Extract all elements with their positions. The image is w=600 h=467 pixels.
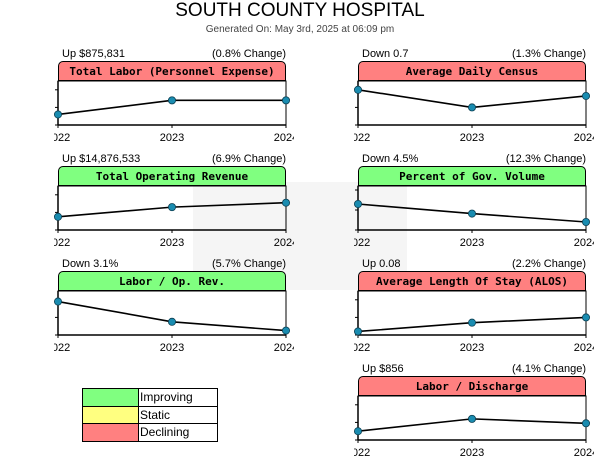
legend-swatch — [83, 407, 139, 424]
plot-frame — [358, 81, 586, 125]
x-tick-label: 2024 — [574, 132, 594, 144]
data-point — [582, 420, 589, 427]
line-chart: 525456202220232024 — [354, 47, 594, 152]
legend-item-static: Static — [83, 406, 217, 423]
line-chart: 30.0%35.0%40.0%202220232024 — [354, 152, 594, 257]
legend-item-improving: Improving — [83, 389, 217, 406]
data-point — [168, 97, 175, 104]
data-point — [468, 319, 475, 326]
chart-panel-alos: Up 0.08 (2.2% Change) Average Length Of … — [354, 257, 594, 362]
line-chart: 50.0%52.0%54.0%202220232024 — [54, 257, 294, 362]
x-tick-label: 2024 — [574, 237, 594, 249]
data-point — [468, 415, 475, 422]
x-tick-label: 2022 — [54, 132, 70, 144]
legend-swatch — [83, 424, 139, 441]
line-chart: $200M$220M$240M202220232024 — [54, 152, 294, 257]
data-point — [282, 199, 289, 206]
x-tick-label: 2024 — [574, 342, 594, 354]
chart-panel-percent-gov-volume: Down 4.5% (12.3% Change) Percent of Gov.… — [354, 152, 594, 257]
legend-swatch — [83, 389, 139, 406]
report-title: SOUTH COUNTY HOSPITAL — [0, 0, 600, 22]
data-point — [582, 314, 589, 321]
legend: Improving Static Declining — [82, 388, 218, 442]
generated-timestamp: Generated On: May 3rd, 2025 at 06:09 pm — [0, 24, 600, 36]
line-chart: $20k$22k$24k202220232024 — [354, 362, 594, 467]
data-point — [282, 327, 289, 334]
x-tick-label: 2022 — [354, 237, 370, 249]
data-point — [168, 204, 175, 211]
chart-panel-average-daily-census: Down 0.7 (1.3% Change) Average Daily Cen… — [354, 47, 594, 152]
x-tick-label: 2024 — [274, 237, 294, 249]
legend-item-declining: Declining — [83, 423, 217, 440]
data-point — [282, 97, 289, 104]
data-point — [582, 92, 589, 99]
data-point — [582, 218, 589, 225]
legend-label: Improving — [140, 389, 193, 406]
series-line — [58, 302, 286, 331]
legend-label: Declining — [140, 424, 189, 441]
data-point — [354, 428, 361, 435]
chart-panel-labor-discharge: Up $856 (4.1% Change) Labor / Discharge … — [354, 362, 594, 467]
data-point — [354, 86, 361, 93]
data-point — [54, 213, 61, 220]
x-tick-label: 2022 — [54, 237, 70, 249]
x-tick-label: 2023 — [160, 342, 184, 354]
x-tick-label: 2024 — [274, 132, 294, 144]
line-chart: $115M$116M$117M202220232024 — [54, 47, 294, 152]
plot-frame — [358, 186, 586, 230]
data-point — [168, 318, 175, 325]
data-point — [354, 200, 361, 207]
chart-panel-total-labor: Up $875,831 (0.8% Change) Total Labor (P… — [54, 47, 294, 152]
data-point — [468, 104, 475, 111]
x-tick-label: 2022 — [354, 342, 370, 354]
data-point — [468, 210, 475, 217]
x-tick-label: 2024 — [574, 447, 594, 459]
x-tick-label: 2023 — [460, 447, 484, 459]
x-tick-label: 2022 — [354, 447, 370, 459]
chart-panel-total-operating-revenue: Up $14,876,533 (6.9% Change) Total Opera… — [54, 152, 294, 257]
x-tick-label: 2023 — [160, 132, 184, 144]
data-point — [354, 328, 361, 335]
legend-label: Static — [140, 407, 170, 424]
x-tick-label: 2022 — [54, 342, 70, 354]
line-chart: 3.703.803.90202220232024 — [354, 257, 594, 362]
x-tick-label: 2024 — [274, 342, 294, 354]
x-tick-label: 2022 — [354, 132, 370, 144]
data-point — [54, 111, 61, 118]
x-tick-label: 2023 — [460, 342, 484, 354]
x-tick-label: 2023 — [460, 237, 484, 249]
data-point — [54, 298, 61, 305]
chart-panel-labor-op-rev: Down 3.1% (5.7% Change) Labor / Op. Rev.… — [54, 257, 294, 362]
x-tick-label: 2023 — [460, 132, 484, 144]
x-tick-label: 2023 — [160, 237, 184, 249]
